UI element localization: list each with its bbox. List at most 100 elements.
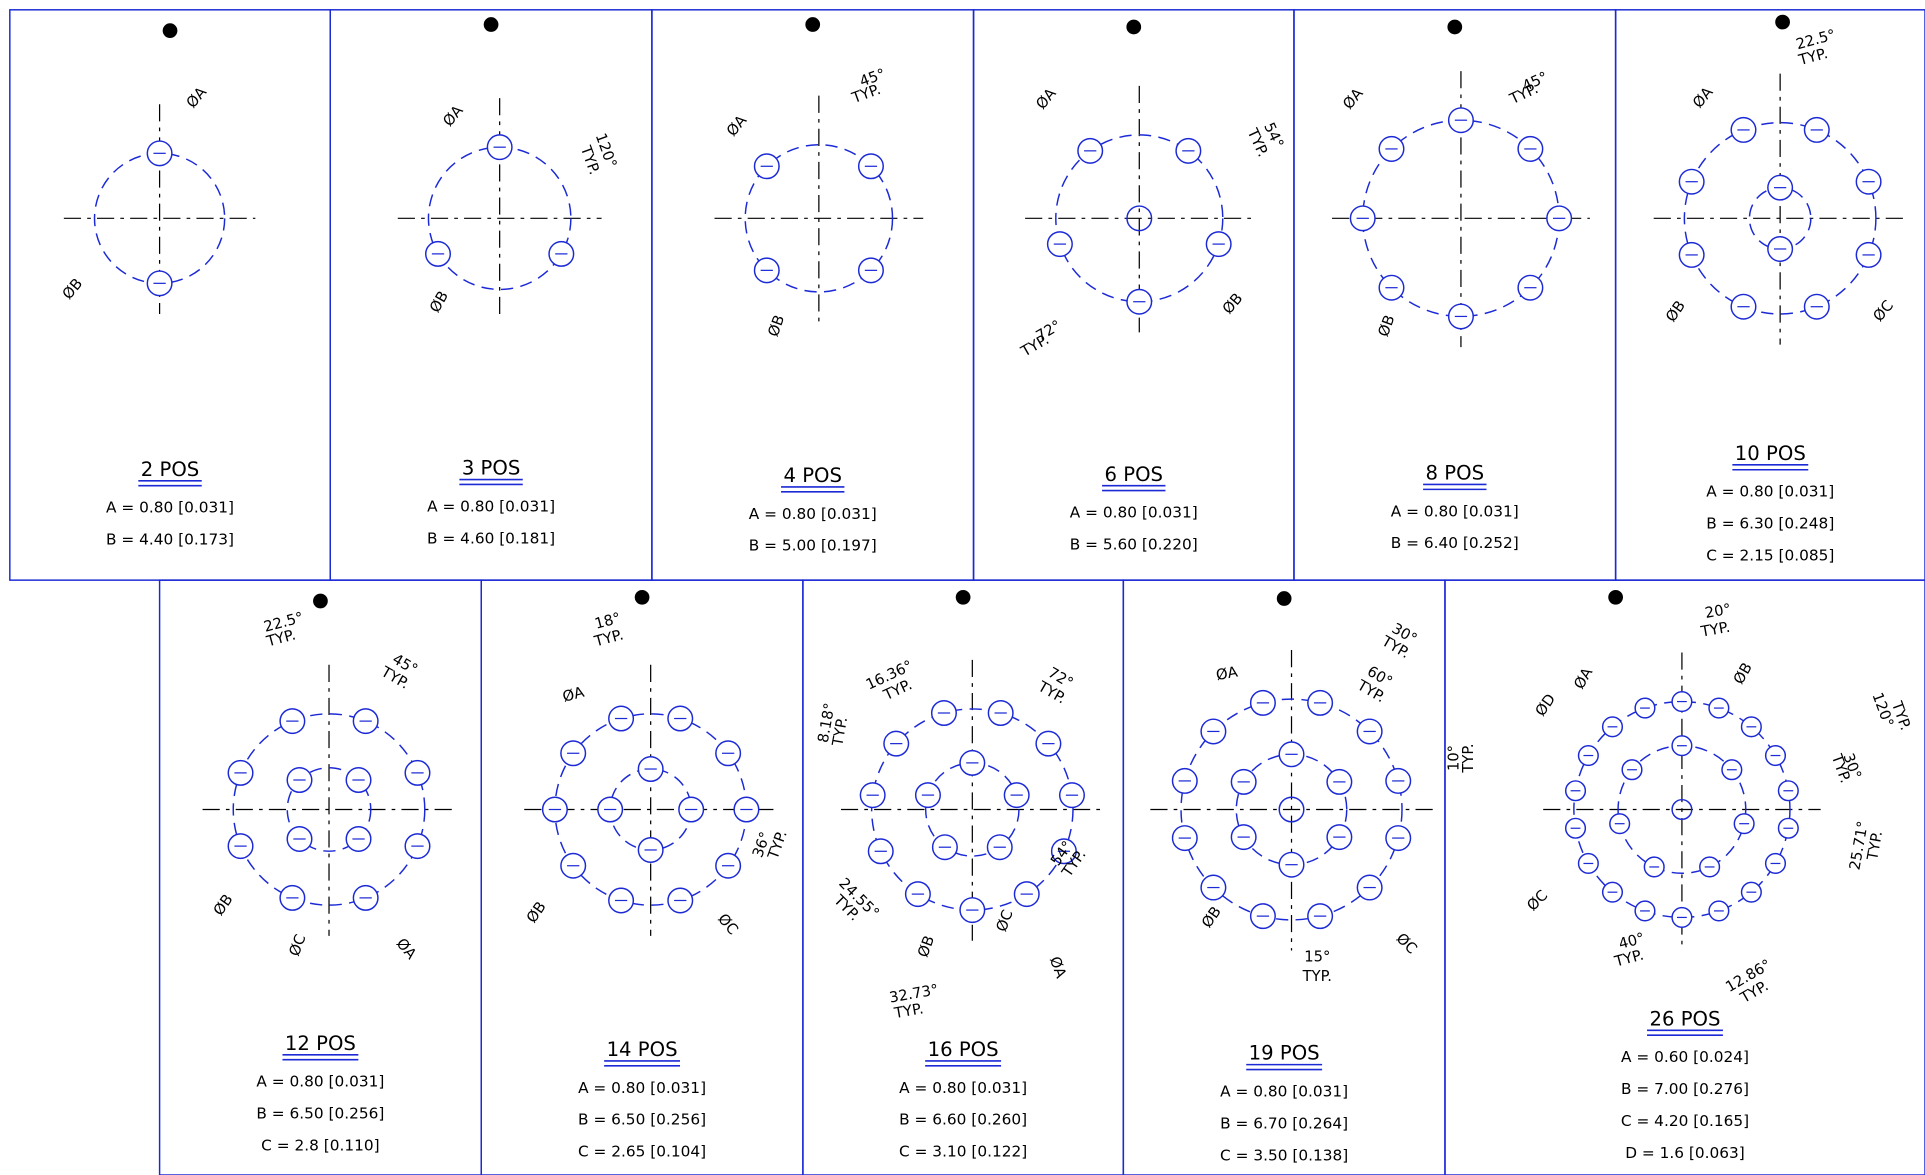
spec-line: B = 4.40 [0.173] xyxy=(106,531,234,549)
dimension-label: ØA xyxy=(561,684,586,706)
panel-title: 26 POS xyxy=(1649,1007,1720,1030)
dimension-label: ØB xyxy=(1219,290,1246,318)
spec-line: C = 2.15 [0.085] xyxy=(1706,547,1834,565)
panel-title: 8 POS xyxy=(1426,462,1484,485)
panel-title: 14 POS xyxy=(607,1038,678,1061)
spec-line: B = 7.00 [0.276] xyxy=(1621,1080,1749,1098)
spec-line: A = 0.80 [0.031] xyxy=(749,505,877,523)
spec-line: B = 5.60 [0.220] xyxy=(1070,535,1198,553)
dimension-label: ØA xyxy=(1340,85,1367,113)
hole xyxy=(1278,796,1305,823)
spec-line: B = 6.50 [0.256] xyxy=(578,1111,706,1129)
dimension-label: 18° xyxy=(593,610,623,633)
datum-dot xyxy=(955,589,971,605)
dimension-label: TYP. xyxy=(1612,946,1646,970)
spec-line: A = 0.80 [0.031] xyxy=(1706,483,1834,501)
bolt-circle xyxy=(1683,121,1877,315)
datum-dot xyxy=(634,589,650,605)
panel-title: 3 POS xyxy=(462,457,520,480)
dimension-label: TYP. xyxy=(1864,830,1886,863)
hole xyxy=(1671,798,1693,821)
datum-dot xyxy=(1447,19,1463,35)
spec-line: A = 0.80 [0.031] xyxy=(1391,502,1519,520)
panel-frame xyxy=(1293,9,1617,581)
dimension-label: ØC xyxy=(286,932,309,958)
dimension-label: ØB xyxy=(1730,660,1756,687)
panel-title: 10 POS xyxy=(1735,442,1806,465)
spec-line: A = 0.80 [0.031] xyxy=(106,499,234,517)
dimension-label: ØA xyxy=(183,84,210,112)
bolt-circle xyxy=(1055,134,1224,303)
spec-line: B = 6.40 [0.252] xyxy=(1391,534,1519,552)
spec-line: B = 6.60 [0.260] xyxy=(899,1111,1027,1129)
panel-frame xyxy=(1444,579,1925,1175)
panel-title: 19 POS xyxy=(1249,1042,1320,1065)
dimension-label: ØB xyxy=(765,313,788,339)
spec-line: B = 5.00 [0.197] xyxy=(749,537,877,555)
dimension-label: ØB xyxy=(210,891,236,919)
dimension-label: ØD xyxy=(1532,691,1559,720)
spec-line: B = 6.70 [0.264] xyxy=(1220,1114,1348,1132)
dimension-label: 8.18° xyxy=(815,702,839,744)
dimension-label: 20° xyxy=(1704,601,1733,622)
dimension-label: ØC xyxy=(1870,297,1897,325)
panel-title: 2 POS xyxy=(141,458,199,481)
spec-line: A = 0.80 [0.031] xyxy=(1070,504,1198,522)
datum-dot xyxy=(1775,14,1790,30)
spec-line: A = 0.80 [0.031] xyxy=(578,1079,706,1097)
dimension-label: TYP. xyxy=(1699,619,1732,641)
bolt-circle xyxy=(1180,698,1403,921)
dimension-label: ØB xyxy=(523,899,549,927)
dimension-label: ØA xyxy=(393,935,420,963)
bolt-circle xyxy=(744,143,894,293)
dimension-label: ØA xyxy=(1046,954,1069,980)
datum-dot xyxy=(483,17,499,32)
panel-frame xyxy=(651,9,975,581)
dimension-label: ØB xyxy=(59,275,86,303)
datum-dot xyxy=(313,593,328,609)
dimension-label: TYP. xyxy=(849,81,883,107)
dimension-label: TYP. xyxy=(829,716,851,749)
dimension-label: ØA xyxy=(1690,84,1717,112)
panel-title: 4 POS xyxy=(783,464,841,487)
dimension-label: ØA xyxy=(440,102,467,130)
dimension-label: 40° xyxy=(1617,930,1647,953)
dimension-label: ØC xyxy=(1524,887,1552,914)
spec-line: C = 3.10 [0.122] xyxy=(899,1143,1027,1161)
spec-line: B = 4.60 [0.181] xyxy=(427,529,555,547)
datum-dot xyxy=(1608,589,1623,605)
dimension-label: ØB xyxy=(1663,298,1689,326)
dimension-label: ØC xyxy=(714,911,741,939)
dimension-label: TYP. xyxy=(1302,968,1332,985)
dimension-label: 10° xyxy=(1445,745,1462,771)
spec-line: B = 6.50 [0.256] xyxy=(256,1105,384,1123)
panel-title: 16 POS xyxy=(928,1038,999,1061)
panel-title: 6 POS xyxy=(1105,463,1163,486)
spec-line: A = 0.80 [0.031] xyxy=(256,1073,384,1091)
spec-line: C = 4.20 [0.165] xyxy=(1621,1112,1749,1130)
dimension-label: TYP. xyxy=(764,828,790,862)
bolt-circle xyxy=(286,767,372,852)
hole xyxy=(1126,205,1153,232)
spec-line: C = 2.8 [0.110] xyxy=(261,1136,379,1154)
bolt-circle xyxy=(232,713,426,906)
panel-frame xyxy=(9,9,331,581)
datum-dot xyxy=(805,17,821,32)
dimension-label: ØC xyxy=(993,908,1016,934)
spec-line: B = 6.30 [0.248] xyxy=(1706,515,1834,533)
spec-line: C = 2.65 [0.104] xyxy=(578,1143,706,1161)
datum-dot xyxy=(162,23,178,39)
panel: 16.36°TYP. 72°TYP.8.18°TYP.24.55°TYP.ØBØC… xyxy=(802,579,1125,1175)
dimension-label: TYP. xyxy=(892,1000,925,1022)
